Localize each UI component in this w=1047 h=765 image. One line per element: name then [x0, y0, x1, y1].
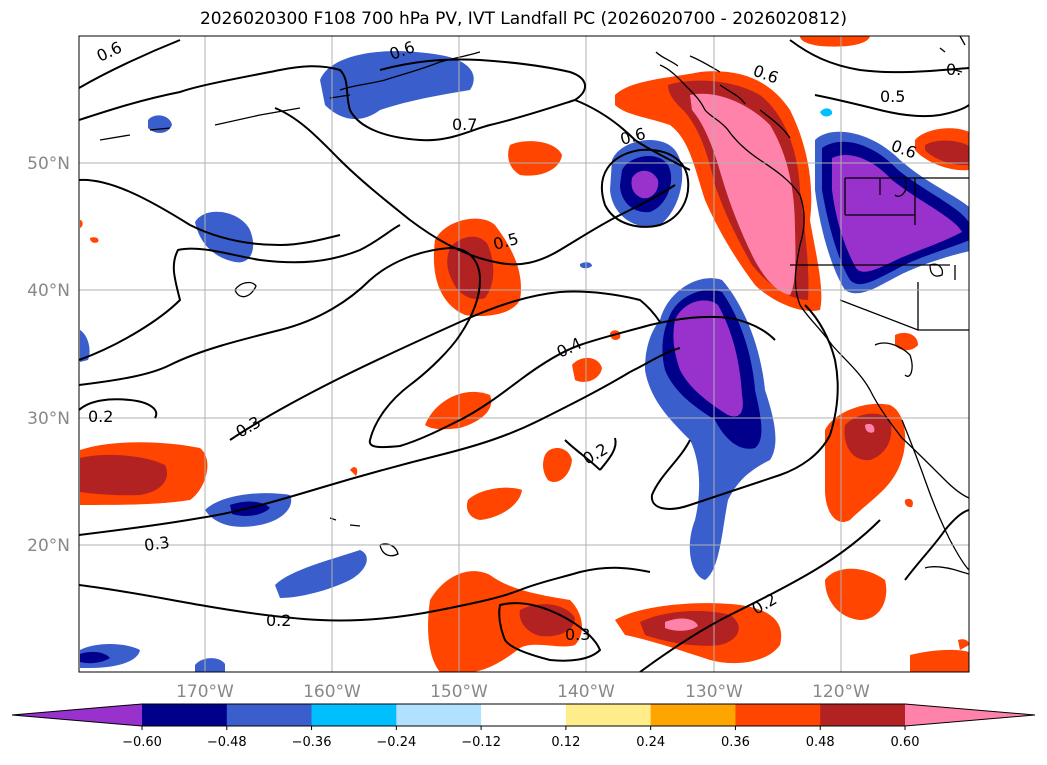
colorbar-swatch: [650, 704, 736, 726]
lat-label: 30°N: [27, 409, 70, 429]
colorbar-swatch: [226, 704, 313, 726]
colorbar-swatch: [142, 704, 228, 726]
latitude-labels: 50°N 40°N 30°N 20°N: [27, 154, 70, 556]
positive-anomaly-patches: [80, 36, 969, 672]
map-title: 2026020300 F108 700 hPa PV, IVT Landfall…: [199, 9, 847, 29]
contour-label: 0.: [946, 60, 961, 79]
longitude-labels: 170°W 160°W 150°W 140°W 130°W 120°W: [176, 682, 870, 702]
negative-anomaly-patches: [80, 51, 969, 672]
colorbar-tick-label: 0.60: [891, 735, 920, 750]
lon-label: 170°W: [176, 682, 234, 702]
colorbar-tick-label: −0.12: [461, 735, 501, 750]
lon-label: 150°W: [430, 682, 488, 702]
lon-label: 140°W: [557, 682, 615, 702]
colorbar-tick-label: −0.36: [292, 735, 332, 750]
colorbar-tick-label: −0.24: [376, 735, 416, 750]
colorbar-tick-label: 0.48: [806, 735, 835, 750]
colorbar-swatch: [565, 704, 652, 726]
pv-contours: [79, 39, 969, 672]
colorbar-swatch: [396, 704, 482, 726]
colorbar-tick-label: 0.12: [551, 735, 580, 750]
lat-label: 50°N: [27, 154, 70, 174]
contour-label: 0.3: [565, 625, 590, 644]
lon-label: 130°W: [685, 682, 743, 702]
lon-label: 120°W: [812, 682, 870, 702]
colorbar: −0.60 −0.48 −0.36 −0.24 −0.12 0.12 0.24 0.36 0.4…: [11, 703, 1036, 750]
contour-label: 0.2: [266, 611, 291, 630]
colorbar-extend-high: [905, 704, 1035, 726]
colorbar-tick-label: 0.36: [721, 735, 750, 750]
colorbar-swatch: [820, 704, 906, 726]
colorbar-tick-label: −0.48: [207, 735, 247, 750]
contour-label: 0.2: [88, 407, 113, 426]
lat-label: 20°N: [27, 536, 70, 556]
contour-label: 0.5: [880, 87, 905, 106]
coastlines: [99, 36, 969, 575]
graticule: [79, 36, 969, 672]
lon-label: 160°W: [303, 682, 361, 702]
contour-label: 0.3: [143, 533, 171, 555]
colorbar-tick-label: 0.24: [636, 735, 665, 750]
colorbar-tick-label: −0.60: [122, 735, 162, 750]
colorbar-swatch: [735, 704, 821, 726]
map-frame: [78, 35, 970, 673]
lat-label: 40°N: [27, 281, 70, 301]
map-panel: 0.6 0.6 0.7 0.6 0.5 0.6 0.5 0.4 0.3 0.2 …: [79, 36, 969, 672]
colorbar-swatch: [311, 704, 397, 726]
contour-label: 0.7: [452, 115, 477, 134]
colorbar-extend-low: [12, 704, 142, 726]
colorbar-swatch: [481, 704, 567, 726]
